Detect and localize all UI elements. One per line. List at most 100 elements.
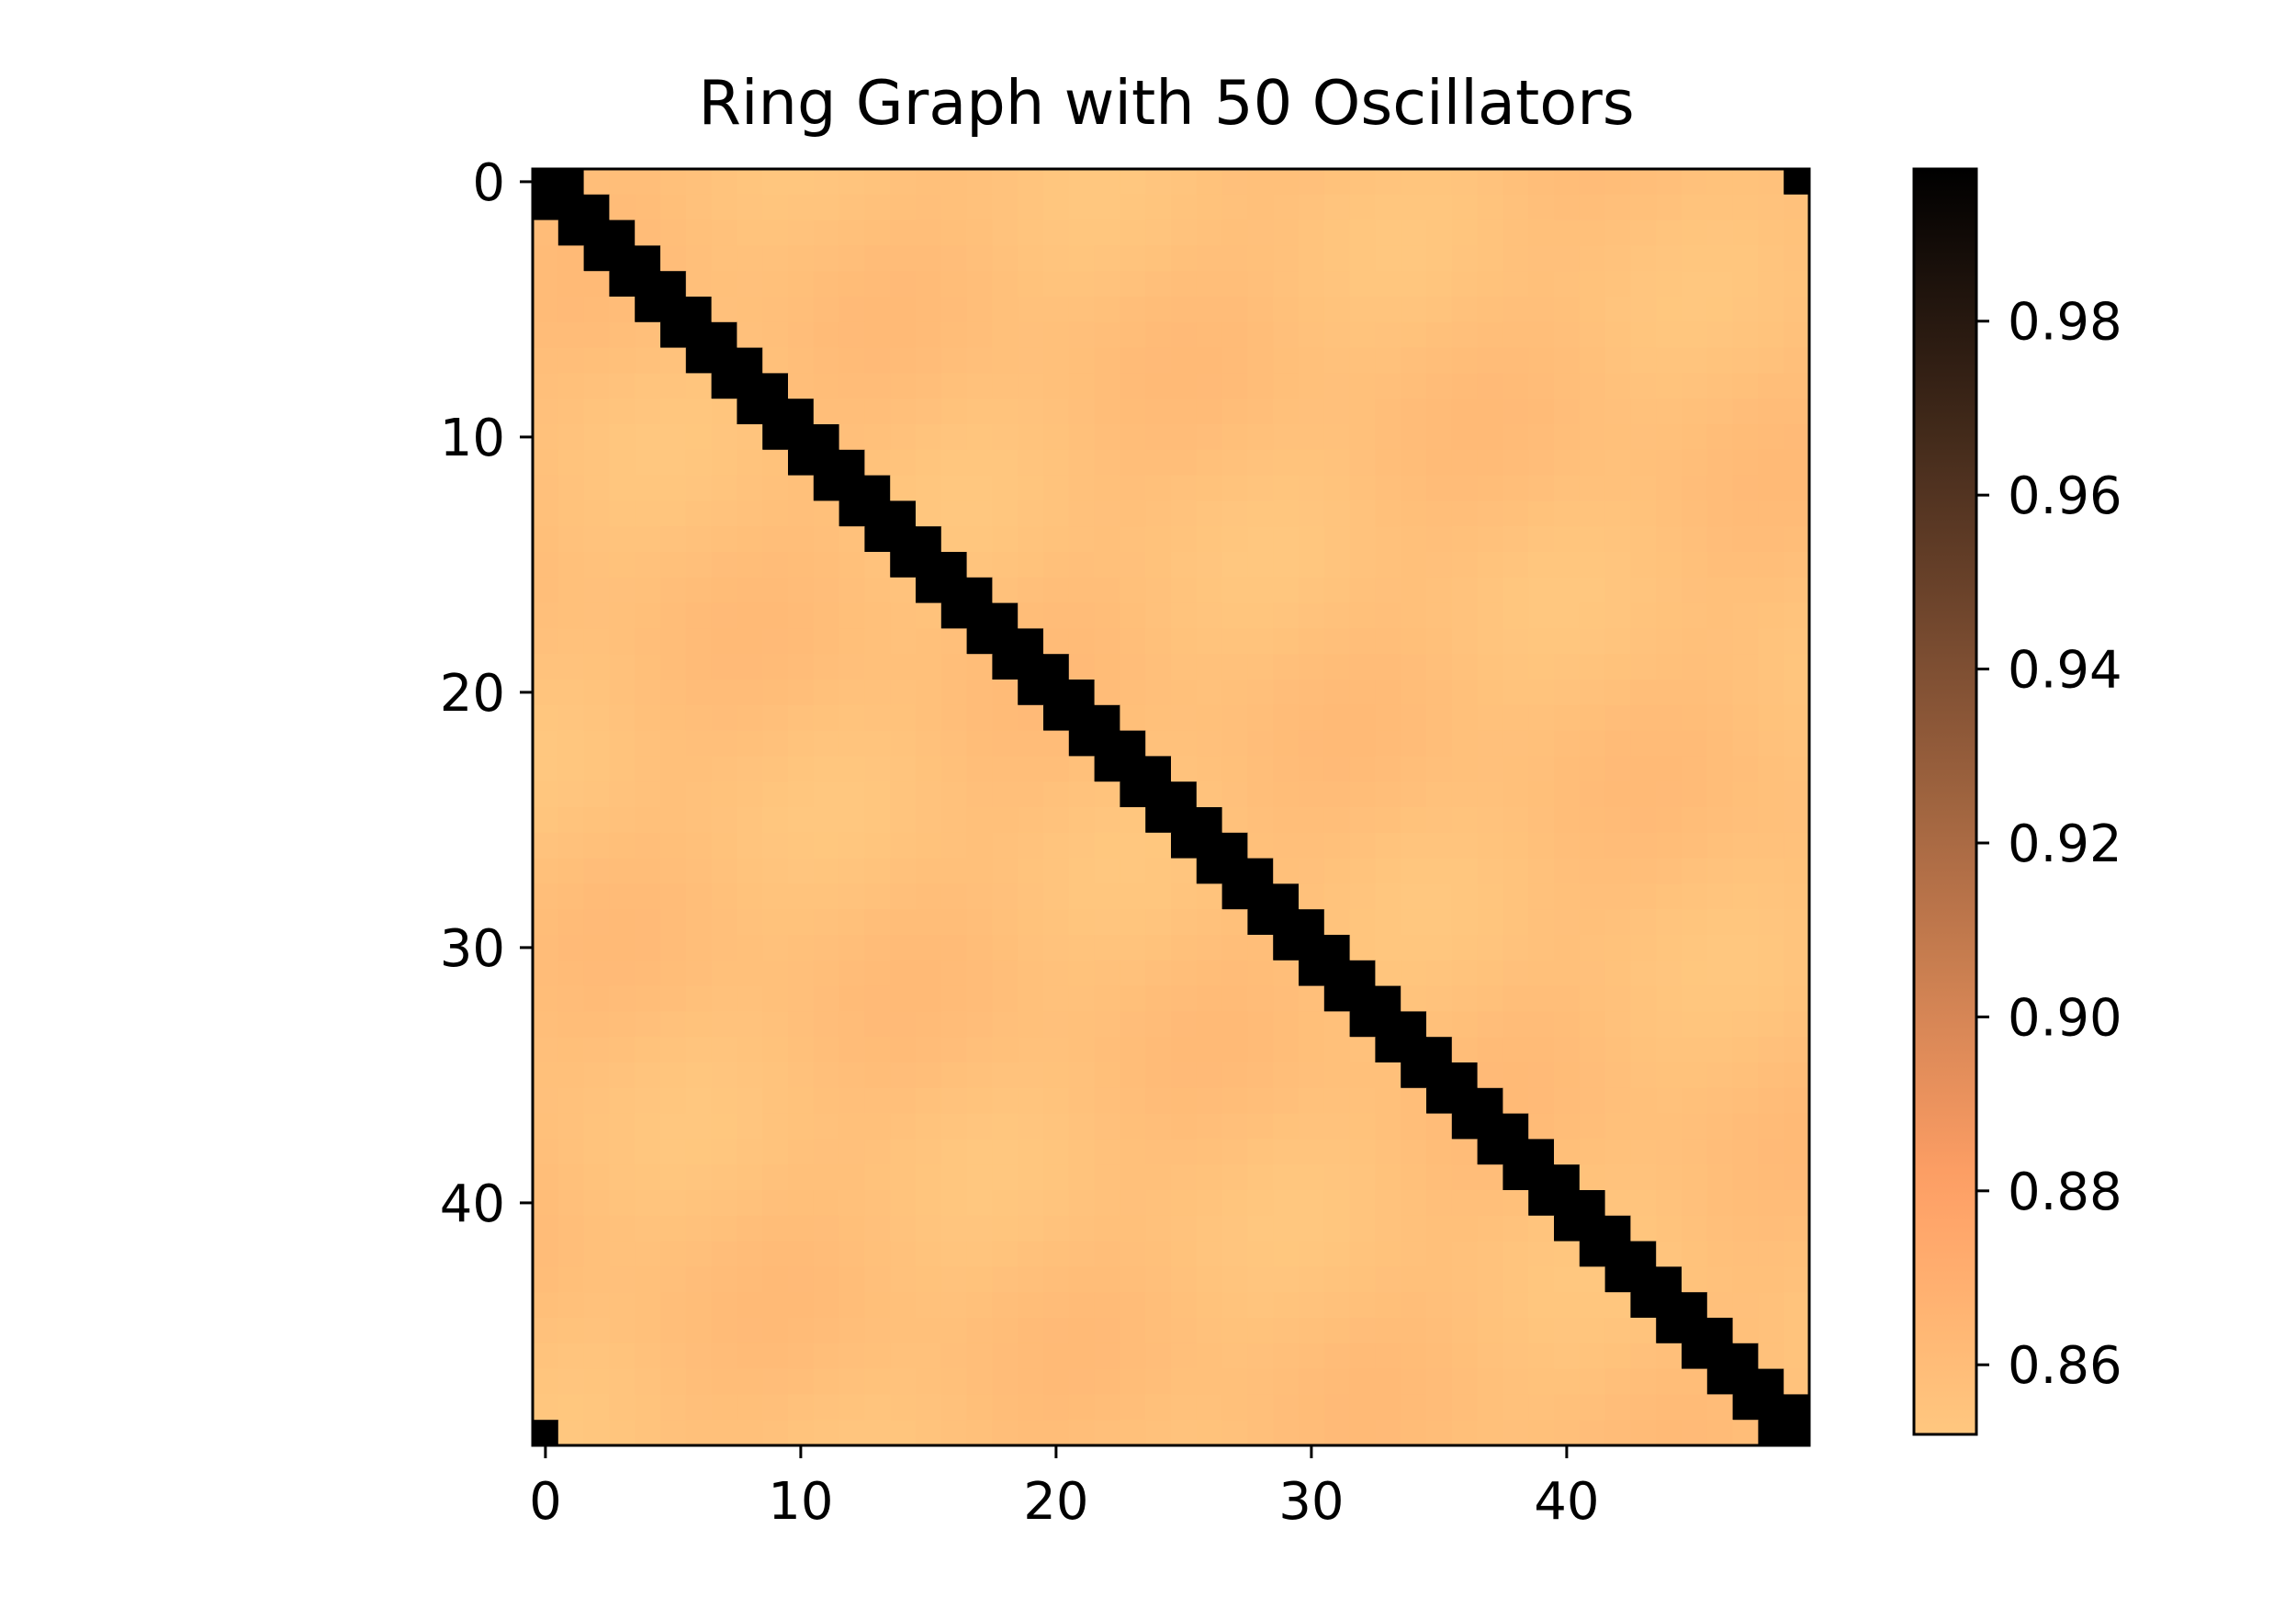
heatmap-cell (890, 1037, 917, 1063)
heatmap-cell (864, 1420, 891, 1446)
heatmap-cell (1630, 475, 1657, 501)
heatmap-cell (1145, 807, 1172, 834)
heatmap-cell (1784, 960, 1810, 987)
heatmap-cell (711, 781, 737, 808)
heatmap-cell (1323, 935, 1351, 961)
heatmap-cell (1477, 1292, 1503, 1319)
heatmap-cell (635, 680, 661, 706)
heatmap-cell (992, 1368, 1019, 1395)
heatmap-cell (609, 858, 636, 884)
heatmap-cell (583, 169, 610, 196)
heatmap-cell (1094, 271, 1120, 298)
heatmap-cell (1145, 1292, 1172, 1319)
heatmap-cell (992, 909, 1019, 936)
heatmap-cell (1299, 321, 1325, 349)
heatmap-cell (1554, 475, 1581, 501)
heatmap-cell (583, 1164, 610, 1191)
heatmap-cell (966, 271, 993, 298)
heatmap-cell (1426, 807, 1453, 834)
heatmap-cell (1323, 602, 1351, 629)
heatmap-cell (660, 449, 687, 477)
heatmap-cell (890, 730, 917, 757)
heatmap-cell (1554, 1164, 1581, 1191)
heatmap-cell (788, 475, 815, 501)
heatmap-cell (1273, 1343, 1300, 1370)
heatmap-cell (1323, 449, 1351, 477)
heatmap-cell (1554, 858, 1581, 884)
heatmap-cell (1477, 399, 1503, 425)
heatmap-cell (1171, 1062, 1198, 1089)
heatmap-cell (1171, 500, 1198, 527)
heatmap-cell (1656, 321, 1683, 349)
heatmap-cell (1375, 321, 1401, 349)
heatmap-cell (1554, 807, 1581, 834)
heatmap-cell (1426, 1087, 1453, 1115)
heatmap-cell (1503, 1215, 1529, 1242)
heatmap-cell (1171, 832, 1198, 860)
heatmap-cell (533, 245, 559, 272)
heatmap-cell (1094, 552, 1120, 579)
heatmap-cell (1043, 1343, 1070, 1370)
heatmap-cell (788, 321, 815, 349)
heatmap-cell (1120, 1420, 1146, 1446)
heatmap-cell (533, 960, 559, 987)
heatmap-cell (711, 1215, 737, 1242)
heatmap-cell (660, 399, 687, 425)
heatmap-cell (1682, 1241, 1708, 1267)
heatmap-cell (737, 373, 763, 399)
heatmap-cell (1247, 883, 1274, 910)
heatmap-cell (940, 602, 968, 629)
heatmap-cell (1375, 960, 1401, 987)
heatmap-cell (1682, 1087, 1708, 1115)
heatmap-cell (1120, 1266, 1146, 1293)
heatmap-cell (762, 500, 789, 527)
heatmap-cell (1630, 194, 1657, 221)
heatmap-cell (966, 1241, 993, 1267)
heatmap-cell (533, 347, 559, 374)
heatmap-cell (685, 449, 713, 477)
heatmap-cell (1451, 1164, 1479, 1191)
heatmap-cell (788, 1343, 815, 1370)
heatmap-cell (762, 1318, 789, 1344)
heatmap-cell (1401, 1420, 1427, 1446)
heatmap-cell (1247, 1087, 1274, 1115)
heatmap-cell (1401, 577, 1427, 604)
heatmap-cell (864, 935, 891, 961)
heatmap-cell (1247, 1292, 1274, 1319)
heatmap-cell (890, 577, 917, 604)
heatmap-cell (1299, 577, 1325, 604)
heatmap-cell (1273, 1164, 1300, 1191)
heatmap-cell (890, 321, 917, 349)
heatmap-cell (1630, 1113, 1657, 1140)
heatmap-cell (1528, 219, 1555, 246)
heatmap-cell (864, 858, 891, 884)
heatmap-cell (1043, 858, 1070, 884)
heatmap-cell (1758, 960, 1784, 987)
heatmap-cell (660, 169, 687, 196)
heatmap-cell (1120, 1215, 1146, 1242)
heatmap-cell (1043, 475, 1070, 501)
heatmap-cell (1221, 297, 1248, 323)
heatmap-cell (1094, 1343, 1120, 1370)
heatmap-cell (1656, 169, 1683, 196)
heatmap-cell (1732, 730, 1759, 757)
heatmap-cell (1706, 654, 1734, 680)
heatmap-cell (788, 373, 815, 399)
heatmap-cell (635, 271, 661, 298)
heatmap-cell (1604, 194, 1631, 221)
heatmap-cell (1018, 1368, 1044, 1395)
heatmap-cell (1120, 1368, 1146, 1395)
heatmap-cell (1043, 602, 1070, 629)
heatmap-cell (737, 1343, 763, 1370)
heatmap-cell (583, 373, 610, 399)
heatmap-cell (711, 1011, 737, 1038)
heatmap-cell (1120, 680, 1146, 706)
heatmap-cell (635, 500, 661, 527)
heatmap-cell (762, 807, 789, 834)
heatmap-cell (788, 169, 815, 196)
heatmap-cell (1503, 1368, 1529, 1395)
heatmap-cell (838, 245, 865, 272)
heatmap-cell (966, 194, 993, 221)
heatmap-cell (1068, 1139, 1096, 1165)
heatmap-cell (1451, 602, 1479, 629)
